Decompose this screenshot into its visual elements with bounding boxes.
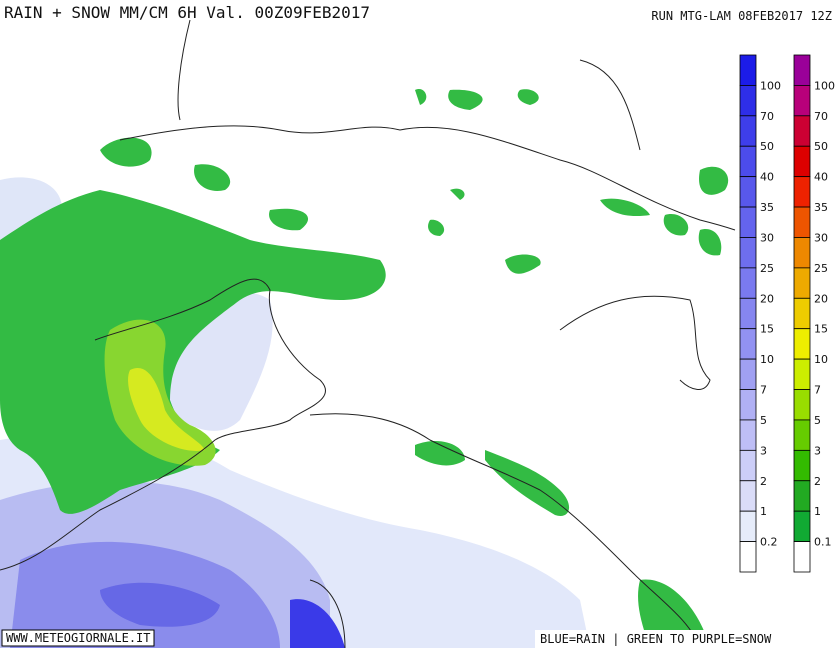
scale-label: 5: [760, 414, 767, 427]
scale-label: 100: [814, 79, 835, 92]
color-swatch: [739, 480, 757, 512]
color-swatch: [793, 85, 811, 117]
scale-label: 100: [760, 79, 781, 92]
color-swatch: [793, 419, 811, 451]
color-swatch: [793, 358, 811, 390]
color-swatch: [793, 237, 811, 269]
scale-label: 7: [814, 384, 821, 397]
site-box: [1, 629, 155, 647]
rain-area: [290, 599, 345, 648]
color-swatch: [739, 449, 757, 482]
legend-note: BLUE=RAIN | GREEN TO PURPLE=SNOW: [540, 632, 772, 646]
scale-label: 2: [814, 475, 821, 488]
color-swatch: [793, 480, 811, 512]
scale-label: 3: [760, 444, 767, 457]
scale-label: 15: [760, 323, 774, 336]
color-swatch: [793, 510, 811, 542]
scale-label: 50: [814, 140, 828, 153]
snow-area: [104, 319, 216, 466]
scale-label: 25: [814, 262, 828, 275]
coastline: [309, 579, 346, 648]
border: [119, 125, 736, 231]
color-swatch: [739, 54, 757, 86]
scale-label: 20: [814, 292, 828, 305]
scale-label: 5: [814, 414, 821, 427]
color-swatch: [739, 541, 757, 573]
color-swatch: [739, 267, 757, 299]
site-label: WWW.METEOGIORNALE.IT: [6, 631, 151, 645]
color-swatch: [739, 115, 757, 147]
coastline: [0, 278, 327, 571]
scale-label: 40: [760, 171, 774, 184]
scale-label: 50: [760, 140, 774, 153]
scale-label: 35: [814, 201, 828, 214]
scale-label: 0.2: [760, 536, 778, 549]
legends: 100705040353025201510753210.210070504035…: [739, 54, 835, 573]
color-swatch: [739, 510, 757, 542]
snow-area: [128, 368, 205, 451]
scale-label: 2: [760, 475, 767, 488]
color-swatch: [739, 85, 757, 117]
color-swatch: [793, 449, 811, 482]
color-swatch: [739, 237, 757, 269]
scale-label: 1: [760, 505, 767, 518]
scale-label: 10: [814, 353, 828, 366]
coastline: [559, 295, 711, 390]
map: [0, 19, 736, 648]
note-box: [535, 630, 835, 648]
color-swatch: [793, 541, 811, 573]
color-swatch: [793, 145, 811, 178]
snow-area: [0, 190, 386, 514]
run-label: RUN MTG-LAM 08FEB2017 12Z: [651, 9, 832, 23]
scale-label: 10: [760, 353, 774, 366]
color-swatch: [739, 328, 757, 360]
color-swatch: [739, 206, 757, 238]
color-swatch: [739, 358, 757, 390]
color-swatch: [739, 297, 757, 330]
color-swatch: [739, 176, 757, 208]
scale-label: 30: [760, 231, 774, 244]
scale-label: 70: [760, 110, 774, 123]
scale-label: 30: [814, 231, 828, 244]
scale-label: 1: [814, 505, 821, 518]
scale-label: 0.1: [814, 536, 832, 549]
color-swatch: [793, 267, 811, 299]
color-swatch: [793, 206, 811, 238]
scale-label: 7: [760, 384, 767, 397]
coastline: [309, 413, 701, 648]
scale-label: 35: [760, 201, 774, 214]
color-swatch: [793, 176, 811, 208]
color-swatch: [793, 328, 811, 360]
scale-label: 3: [814, 444, 821, 457]
scale-label: 15: [814, 323, 828, 336]
scale-label: 70: [814, 110, 828, 123]
map-title: RAIN + SNOW MM/CM 6H Val. 00Z09FEB2017: [4, 3, 370, 22]
color-swatch: [739, 419, 757, 451]
color-swatch: [793, 54, 811, 86]
scale-label: 20: [760, 292, 774, 305]
color-swatch: [793, 115, 811, 147]
color-swatch: [793, 389, 811, 421]
scale-label: 25: [760, 262, 774, 275]
rain-area: [100, 582, 220, 627]
scale-label: 40: [814, 171, 828, 184]
color-swatch: [739, 145, 757, 178]
color-swatch: [739, 389, 757, 421]
color-swatch: [793, 297, 811, 330]
border: [177, 19, 641, 151]
